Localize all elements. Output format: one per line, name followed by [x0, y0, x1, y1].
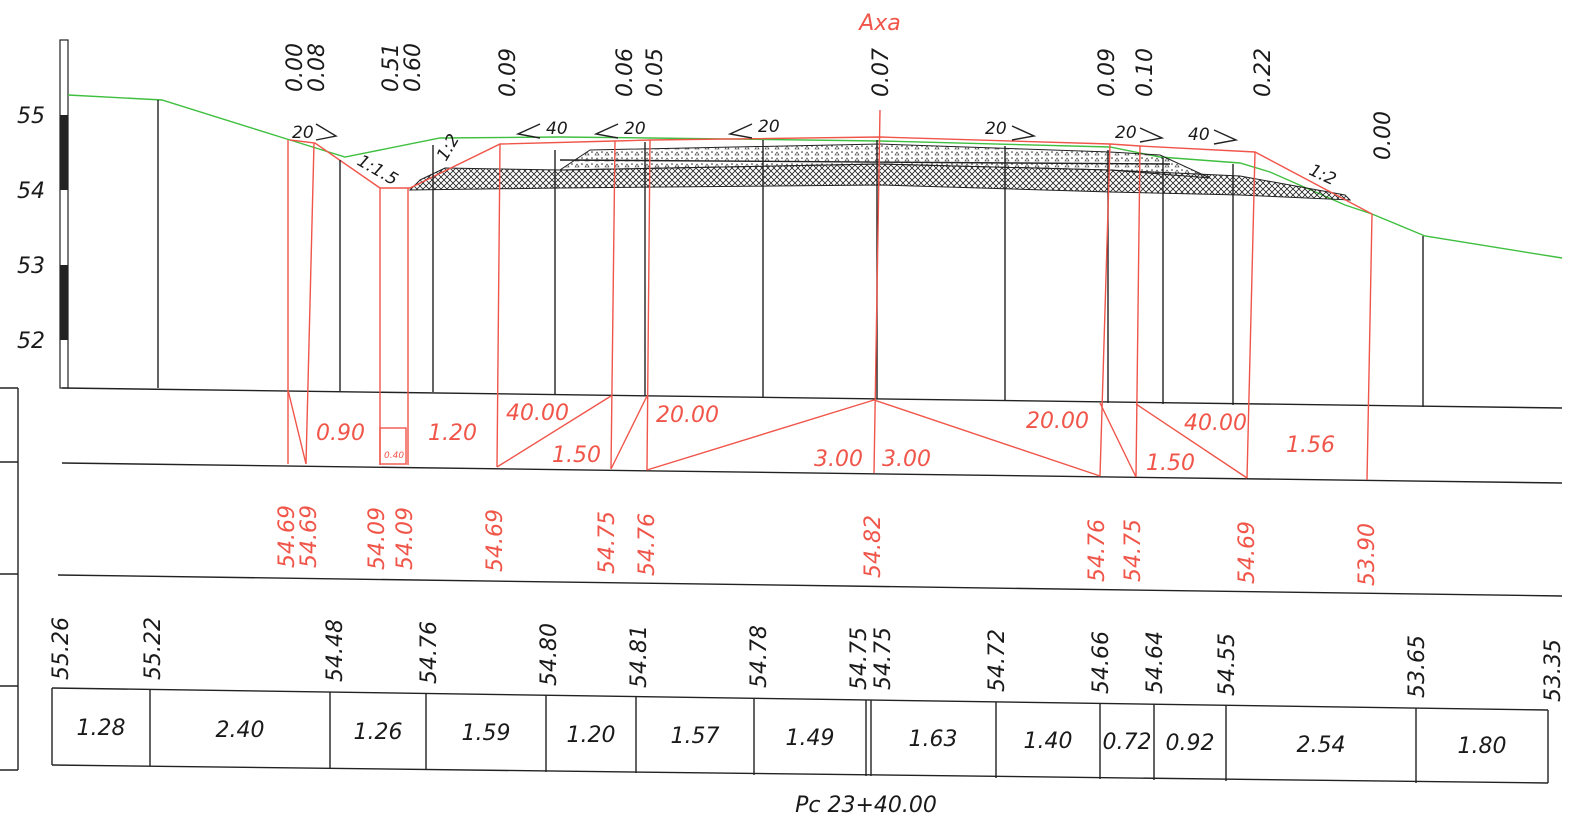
station-lines: [157, 100, 1424, 407]
width-label: 40.00: [506, 401, 569, 426]
distance-cell: 1.40: [1024, 729, 1073, 754]
ground-elevation: 54.55: [1215, 633, 1240, 696]
design-elevation: 54.69: [297, 505, 322, 568]
scale-label: 52: [17, 329, 45, 354]
design-elevation: 54.76: [1085, 519, 1110, 582]
width-label: 0.40: [384, 451, 404, 461]
distance-cell: 1.28: [77, 716, 126, 741]
width-label: 20.00: [656, 403, 719, 428]
elevation-label: 0.07: [869, 48, 894, 97]
axis-label: Axa: [857, 11, 901, 36]
design-elevation: 54.69: [275, 505, 300, 568]
distance-cell: 1.57: [671, 724, 720, 749]
elevation-label: 0.00: [1371, 111, 1396, 160]
scale-label: 55: [17, 104, 45, 129]
design-elevation: 54.09: [393, 507, 418, 570]
distance-cell: 1.26: [354, 720, 403, 745]
width-label: 20.00: [1026, 409, 1089, 434]
scale-label: 54: [17, 179, 45, 204]
width-label: 3.00: [882, 447, 931, 472]
design-elevation: 54.76: [635, 513, 660, 576]
distance-table: [51, 688, 1549, 783]
slope-label: 20: [292, 123, 314, 143]
slope-label: 40: [1188, 125, 1210, 145]
ground-elevation: 55.22: [141, 617, 166, 680]
side-slope-label: 1:2: [433, 131, 464, 165]
distance-cell: 2.40: [216, 718, 265, 743]
slope-label: 20: [1115, 123, 1137, 143]
slope-label: 20: [624, 119, 646, 139]
elevation-label: 0.09: [496, 48, 521, 97]
ground-line: [67, 94, 1563, 259]
ground-elevation: 54.76: [417, 621, 442, 684]
design-elevation: 54.09: [365, 507, 390, 570]
width-label: 3.00: [814, 447, 863, 472]
ground-elevation: 53.65: [1405, 635, 1430, 698]
distance-cell: 2.54: [1297, 733, 1346, 758]
side-slope-label: 1:1.5: [354, 151, 402, 190]
elevation-label: 0.51: [379, 43, 404, 92]
elevation-label: 0.09: [1095, 48, 1120, 97]
design-elevation: 54.75: [1121, 519, 1146, 582]
scale-label: 53: [17, 254, 45, 279]
design-elevation: 54.75: [595, 511, 620, 574]
distance-cell: 1.20: [567, 723, 616, 748]
table-lines: [51, 387, 1563, 784]
ground-elevation: 54.78: [747, 625, 772, 688]
elevation-label: 0.60: [401, 43, 426, 92]
ground-elevation: 54.75: [847, 627, 872, 690]
ground-elevation: 54.48: [323, 619, 348, 682]
ground-elevation: 54.80: [537, 623, 562, 686]
slope-label: 20: [985, 119, 1007, 139]
width-label: 1.50: [552, 443, 601, 468]
elevation-label: 0.10: [1133, 48, 1158, 97]
design-verticals: [287, 109, 1373, 481]
ground-elevation: 55.26: [49, 617, 74, 680]
width-label: 0.90: [316, 421, 365, 446]
slope-labels: 20 40 20 20 20 20 40: [292, 117, 1239, 145]
ground-elevation: 54.64: [1143, 631, 1168, 694]
design-elevation: 54.69: [1235, 521, 1260, 584]
distance-cell: 1.49: [786, 726, 835, 751]
ground-elevation: 54.66: [1089, 631, 1114, 694]
slope-label: 20: [758, 117, 780, 137]
elevation-label: 0.06: [613, 48, 638, 97]
elevation-label: 0.00: [283, 43, 308, 92]
distance-cell: 1.59: [462, 721, 511, 746]
elevation-label: 0.22: [1251, 48, 1276, 97]
ground-elevation: 54.72: [985, 629, 1010, 692]
ground-elevation: 54.75: [871, 627, 896, 690]
picket-label: Pc 23+40.00: [795, 793, 937, 818]
design-elevation: 53.90: [1355, 523, 1380, 586]
width-label: 1.20: [428, 421, 477, 446]
design-elevation: 54.82: [861, 515, 886, 578]
distance-cell: 0.72: [1103, 730, 1152, 755]
side-slope-label: 1:2: [1306, 160, 1339, 190]
width-label: 40.00: [1184, 411, 1247, 436]
ground-elevation: 54.81: [627, 625, 652, 688]
design-elevation: 54.69: [483, 509, 508, 572]
distance-cell: 1.63: [909, 727, 958, 752]
elevation-label: 0.05: [643, 48, 668, 97]
design-line: [289, 136, 1373, 215]
width-label: 1.56: [1286, 433, 1335, 458]
distance-cell: 0.92: [1166, 731, 1215, 756]
left-table-frame: [0, 387, 19, 771]
slope-label: 40: [546, 119, 568, 139]
width-label: 1.50: [1146, 451, 1195, 476]
distance-cell: 1.80: [1458, 734, 1507, 759]
ground-elevation: 53.35: [1541, 639, 1566, 702]
vertical-scale-bar: [59, 39, 69, 389]
elevation-label: 0.08: [305, 43, 330, 92]
pavement-layers: [408, 143, 1352, 201]
